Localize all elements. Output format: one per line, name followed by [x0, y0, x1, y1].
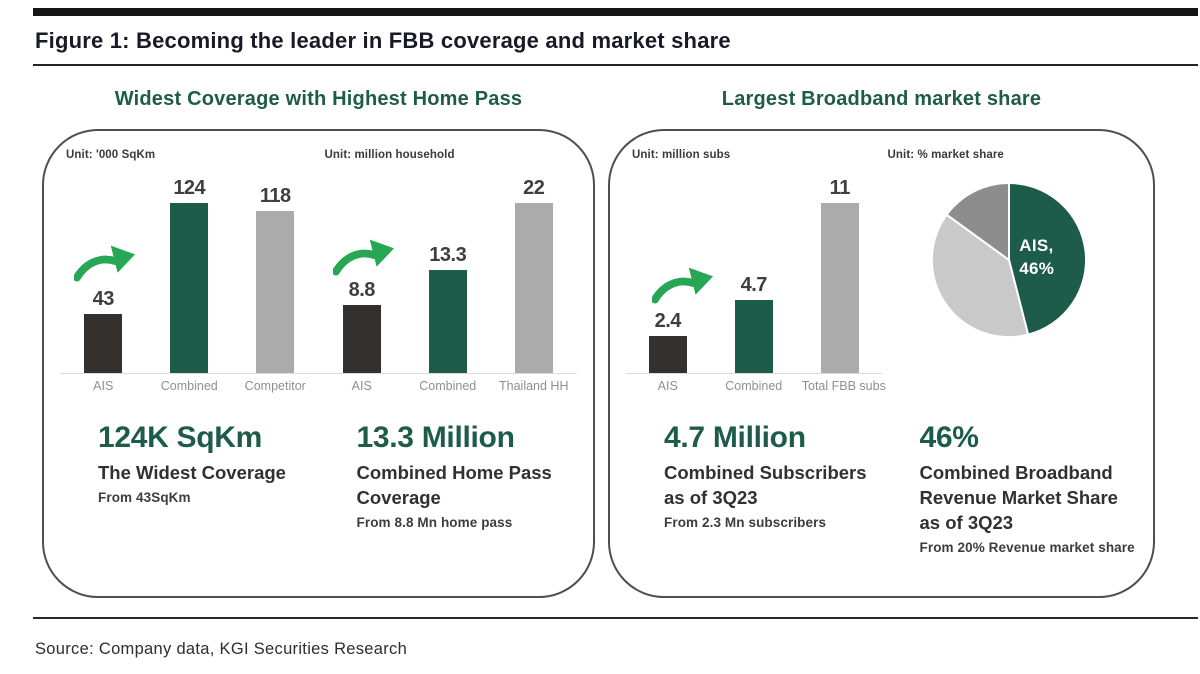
- top-rule: [33, 8, 1198, 16]
- stat-widest-coverage: 124K SqKm The Widest Coverage From 43SqK…: [60, 421, 319, 530]
- bar-category-label: Competitor: [244, 379, 306, 393]
- panels-container: Widest Coverage with Highest Home Pass U…: [42, 88, 1155, 598]
- bar-item: 13.3: [410, 244, 486, 373]
- stat-home-pass: 13.3 Million Combined Home Pass Coverage…: [319, 421, 578, 530]
- category-axis: AIS Combined Competitor: [60, 373, 319, 393]
- stat-note: From 2.3 Mn subscribers: [664, 514, 827, 530]
- bar-chart-home-pass: Unit: million household 8.8 13.3: [318, 145, 578, 407]
- growth-arrow-icon: [332, 237, 395, 281]
- stat-subline: Combined Broadband Revenue Market Share …: [919, 462, 1118, 533]
- bar: [342, 305, 381, 373]
- panel-coverage: Widest Coverage with Highest Home Pass U…: [42, 88, 595, 598]
- bar-value-label: 4.7: [740, 274, 768, 296]
- bar-category-label: AIS: [93, 379, 114, 393]
- coverage-charts-row: Unit: '000 SqKm 43 124: [60, 145, 577, 407]
- bar-value-label: 2.4: [654, 310, 682, 332]
- category-axis: AIS Combined Thailand HH: [318, 373, 577, 393]
- panel-box-coverage: Unit: '000 SqKm 43 124: [42, 129, 595, 598]
- bar: [514, 203, 553, 373]
- stat-subline: Combined Subscribers as of 3Q23: [664, 462, 867, 508]
- pie-chart: AIS, 46%: [930, 181, 1088, 339]
- pie-slices: [930, 181, 1088, 344]
- pie-slice-label: AIS, 46%: [1019, 235, 1054, 281]
- bar-item: 4.7: [716, 274, 792, 373]
- source-text: Source: Company data, KGI Securities Res…: [35, 640, 408, 658]
- bar-item: 2.4: [630, 310, 706, 373]
- bar: [820, 203, 859, 373]
- pie-label-line: AIS,: [1019, 236, 1054, 255]
- bar-value-label: 118: [259, 185, 291, 207]
- bar-item: 22: [496, 177, 572, 373]
- panel-market-share: Largest Broadband market share Unit: mil…: [608, 88, 1155, 598]
- stat-headline: 124K SqKm: [98, 421, 263, 454]
- unit-label: Unit: million household: [324, 149, 455, 161]
- growth-arrow-icon: [74, 243, 136, 287]
- panel-title-coverage: Widest Coverage with Highest Home Pass: [114, 88, 523, 110]
- bar-item: 11: [802, 177, 878, 373]
- bar: [84, 314, 123, 373]
- stat-headline: 4.7 Million: [664, 421, 806, 454]
- stat-headline: 46%: [919, 421, 979, 454]
- bar-value-label: 124: [173, 177, 206, 199]
- bar-value-label: 8.8: [348, 279, 376, 301]
- bar-category-label: Total FBB subs: [801, 379, 886, 393]
- category-axis: AIS Combined Total FBB subs: [626, 373, 886, 393]
- bar-category-label: Thailand HH: [499, 379, 569, 393]
- bar-value-label: 22: [523, 177, 545, 199]
- panel-title-market-share: Largest Broadband market share: [721, 88, 1042, 110]
- stat-headline: 13.3 Million: [356, 421, 515, 454]
- bar-item: 124: [151, 177, 227, 373]
- bar-category-label: Combined: [160, 379, 218, 393]
- bar: [170, 203, 209, 373]
- stat-subline: The Widest Coverage: [98, 462, 286, 483]
- stat-subscribers: 4.7 Million Combined Subscribers as of 3…: [626, 421, 882, 555]
- bar-plot: 8.8 13.3 22: [319, 161, 578, 373]
- market-share-stats-row: 4.7 Million Combined Subscribers as of 3…: [626, 421, 1137, 555]
- bar-chart-coverage-sqkm: Unit: '000 SqKm 43 124: [60, 145, 319, 407]
- bar-value-label: 11: [829, 177, 851, 199]
- bar: [648, 336, 687, 373]
- bar-plot: 43 124 118: [60, 161, 319, 373]
- pie-label-line: 46%: [1019, 258, 1055, 278]
- figure-title: Figure 1: Becoming the leader in FBB cov…: [35, 28, 731, 53]
- stat-note: From 8.8 Mn home pass: [356, 514, 513, 530]
- title-rule: [33, 64, 1198, 66]
- bar-plot: 2.4 4.7 11: [626, 161, 882, 373]
- bar-category-label: Combined: [419, 379, 477, 393]
- bar-category-label: AIS: [351, 379, 372, 393]
- unit-label: Unit: '000 SqKm: [66, 149, 156, 161]
- bar-value-label: 13.3: [429, 244, 467, 266]
- market-share-charts-row: Unit: million subs 2.4 4.7: [626, 145, 1137, 407]
- stat-note: From 43SqKm: [98, 489, 191, 505]
- bar-item: 118: [237, 185, 313, 373]
- unit-label: Unit: % market share: [887, 149, 1004, 161]
- unit-label: Unit: million subs: [632, 149, 731, 161]
- bar-item: 43: [65, 288, 141, 373]
- stat-revenue-share: 46% Combined Broadband Revenue Market Sh…: [882, 421, 1138, 555]
- footer-rule: [33, 617, 1198, 619]
- bar: [734, 300, 773, 373]
- bar-item: 8.8: [324, 279, 400, 373]
- coverage-stats-row: 124K SqKm The Widest Coverage From 43SqK…: [60, 421, 577, 530]
- growth-arrow-icon: [652, 265, 714, 309]
- pie-chart-market-share: Unit: % market share AIS, 46%: [882, 145, 1138, 407]
- stat-note: From 20% Revenue market share: [919, 539, 1135, 555]
- bar: [428, 270, 467, 373]
- stat-subline: Combined Home Pass Coverage: [356, 462, 552, 508]
- bar-value-label: 43: [92, 288, 115, 310]
- bar-category-label: Combined: [725, 379, 783, 393]
- bar: [256, 211, 295, 373]
- bar-category-label: AIS: [657, 379, 678, 393]
- panel-box-market-share: Unit: million subs 2.4 4.7: [608, 129, 1155, 598]
- bar-chart-subscribers: Unit: million subs 2.4 4.7: [626, 145, 886, 407]
